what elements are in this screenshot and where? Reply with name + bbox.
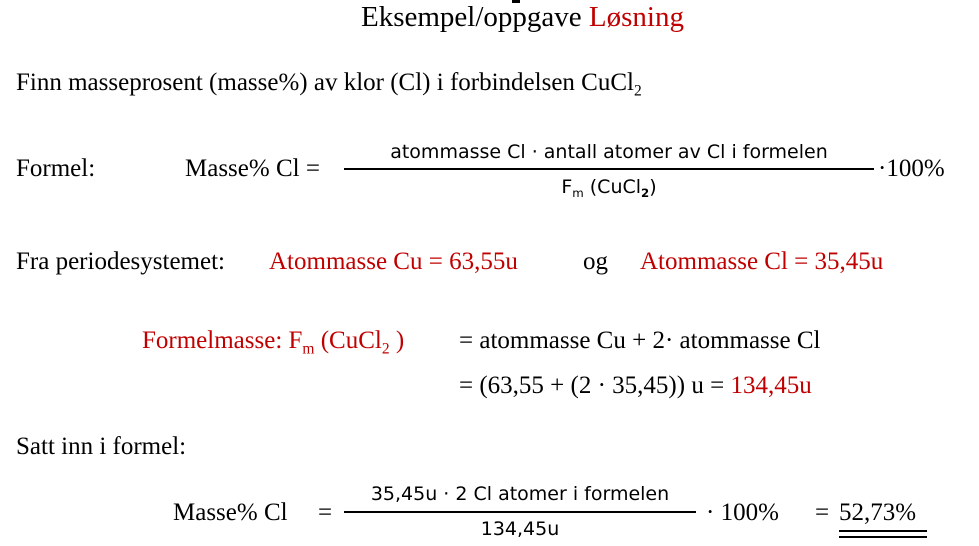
formula-mass-result: 134,45u xyxy=(730,372,812,399)
denominator-sub-2: 2 xyxy=(641,186,650,201)
formula-numerator: atommasse Cl · antall atomer av Cl i for… xyxy=(390,141,828,163)
formula-label: Formel: xyxy=(16,155,96,182)
insert-multiplier: · 100% xyxy=(706,499,779,526)
page-title: Eksempel/oppgave Løsning xyxy=(361,1,684,34)
denominator-sub-m: m xyxy=(572,186,584,201)
formula-mass-line2: = (63,55 + (2 · 35,45)) u = 134,45u xyxy=(459,372,812,400)
result-underline-2 xyxy=(839,536,927,538)
fm-label-compound: (CuCl xyxy=(314,327,382,354)
insert-denominator: 134,45u xyxy=(480,518,560,540)
fm-label-close: ) xyxy=(389,327,405,354)
formula-fraction-bar xyxy=(344,168,874,170)
insert-label: Satt inn i formel: xyxy=(16,433,187,460)
fm-label-text: Formelmasse: F xyxy=(142,327,303,354)
formula-mass-calculation: = (63,55 + (2 · 35,45)) u = xyxy=(459,372,731,399)
atom-mass-cu: Atommasse Cu = 63,55u xyxy=(269,248,518,275)
periodic-label: Fra periodesystemet: xyxy=(16,248,225,275)
insert-lhs: Masse% Cl xyxy=(173,499,288,526)
denominator-close: ) xyxy=(649,176,657,198)
formula-mass-line1: = atommasse Cu + 2· atommasse Cl xyxy=(459,327,821,354)
insert-equals: = xyxy=(318,499,333,526)
formula-denominator: Fm (CuCl2) xyxy=(346,176,872,201)
denominator-compound: (CuCl xyxy=(583,176,642,198)
top-edge-mark xyxy=(512,0,520,3)
task-text: Finn masseprosent (masse%) av klor (Cl) … xyxy=(16,69,634,96)
insert-fraction-bar xyxy=(344,511,696,513)
title-highlight: Løsning xyxy=(588,1,684,33)
result-equals: = xyxy=(815,499,830,526)
fm-label-sub-m: m xyxy=(302,340,315,358)
atom-mass-cl: Atommasse Cl = 35,45u xyxy=(640,248,884,275)
formula-lhs: Masse% Cl = xyxy=(185,155,320,182)
formula-multiplier: ·100% xyxy=(878,155,945,182)
result-underline-1 xyxy=(839,530,927,532)
insert-numerator: 35,45u · 2 Cl atomer i formelen xyxy=(370,483,670,505)
formula-mass-label: Formelmasse: Fm (CuCl2 ) xyxy=(142,327,405,358)
fm-label-sub-2: 2 xyxy=(381,340,390,358)
conjunction-og: og xyxy=(583,248,608,275)
task-statement: Finn masseprosent (masse%) av klor (Cl) … xyxy=(16,69,642,100)
denominator-f: F xyxy=(561,176,573,198)
final-result: 52,73% xyxy=(839,499,917,526)
title-text: Eksempel/oppgave xyxy=(361,1,589,33)
task-subscript: 2 xyxy=(633,82,642,100)
